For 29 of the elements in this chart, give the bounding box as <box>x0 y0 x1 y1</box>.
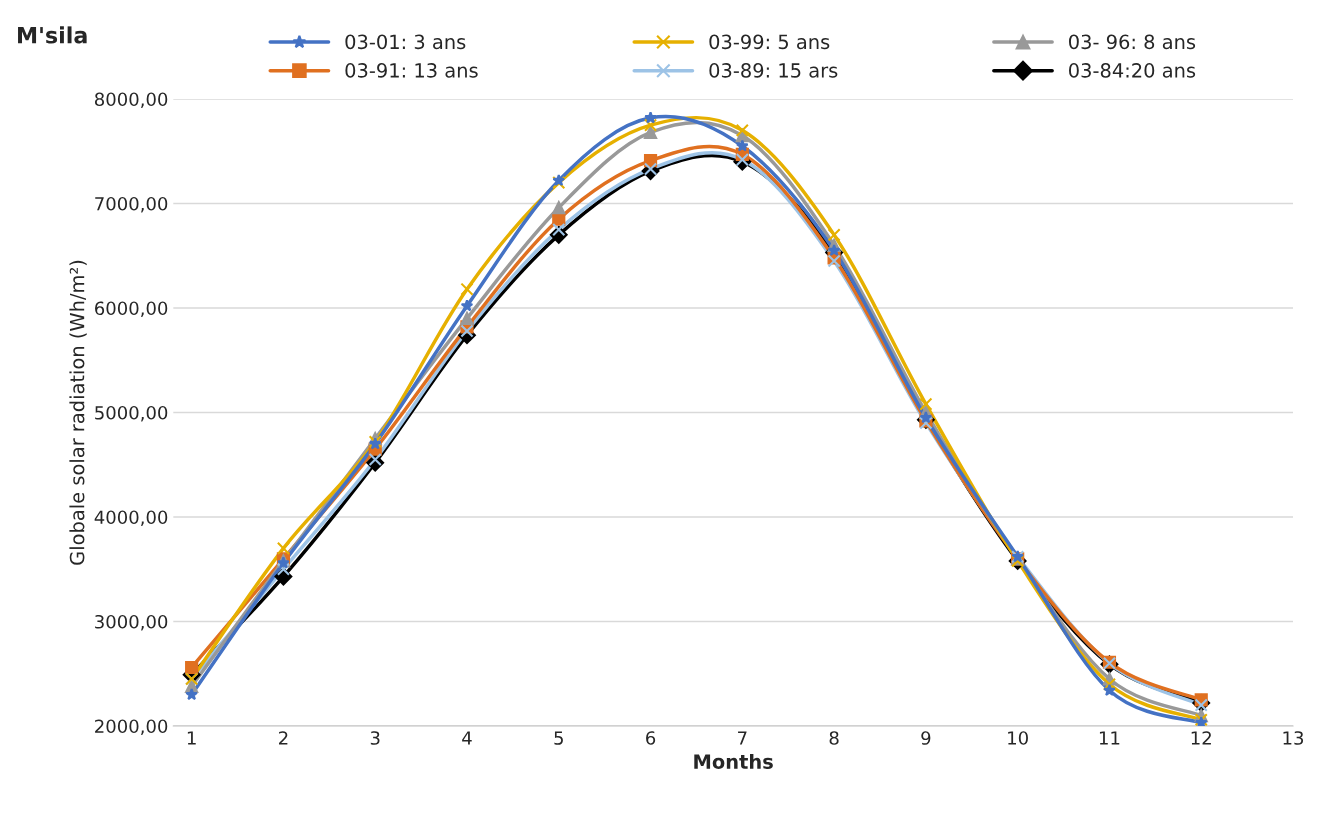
x-tick-label: 11 <box>1099 731 1120 745</box>
chart-title: M'sila <box>18 26 87 44</box>
x-tick-label: 9 <box>921 731 931 745</box>
x-tick-label: 4 <box>462 731 472 745</box>
x-axis-title: Months <box>694 753 773 769</box>
legend-label: 03-99: 5 ans <box>709 34 830 50</box>
x-tick-label: 12 <box>1191 731 1211 745</box>
y-tick-label: 3000,00 <box>95 614 168 631</box>
legend-label: 03-84:20 ans <box>1069 63 1196 78</box>
legend-label: 03-91: 13 ans <box>345 63 478 78</box>
x-tick-label: 7 <box>738 731 747 745</box>
legend-label: 03-89: 15 ars <box>709 63 838 78</box>
y-tick-label: 4000,00 <box>94 510 168 526</box>
y-tick-label: 2000,00 <box>95 719 168 735</box>
x-tick-label: 1 <box>187 731 196 745</box>
x-tick-label: 3 <box>370 731 380 745</box>
y-tick-label: 7000,00 <box>95 196 168 213</box>
x-tick-label: 6 <box>646 731 656 745</box>
x-tick-label: 5 <box>554 731 563 745</box>
x-tick-label: 8 <box>829 731 839 745</box>
x-tick-label: 2 <box>279 731 288 745</box>
y-tick-label: 6000,00 <box>95 301 168 317</box>
x-tick-label: 13 <box>1283 731 1304 745</box>
legend-label: 03-01: 3 ans <box>345 34 466 50</box>
x-tick-label: 10 <box>1008 731 1028 745</box>
legend-label: 03- 96: 8 ans <box>1069 34 1196 50</box>
y-tick-label: 8000,00 <box>94 92 168 108</box>
y-axis-title: Globale solar radiation (Wh/m²) <box>69 260 87 565</box>
y-tick-label: 5000,00 <box>95 405 168 422</box>
